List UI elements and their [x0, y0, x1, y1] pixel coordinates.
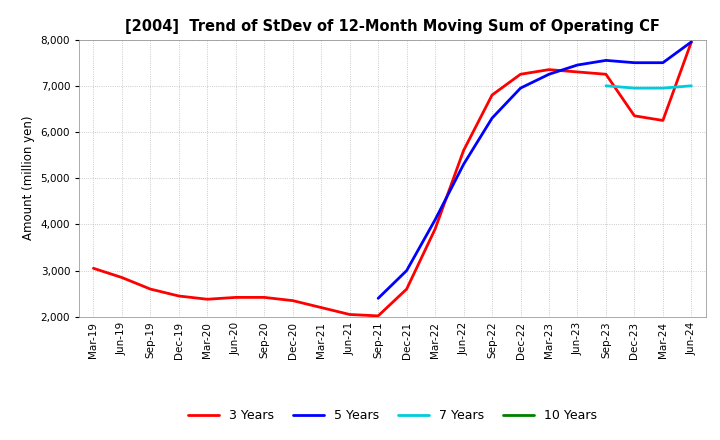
3 Years — [203, 297, 212, 302]
3 Years — [459, 148, 468, 153]
3 Years — [602, 72, 611, 77]
3 Years — [687, 39, 696, 44]
5 Years — [487, 115, 496, 121]
3 Years — [89, 266, 98, 271]
3 Years — [516, 72, 525, 77]
Line: 5 Years: 5 Years — [378, 42, 691, 298]
7 Years — [602, 83, 611, 88]
3 Years — [573, 69, 582, 74]
3 Years — [545, 67, 554, 72]
5 Years — [573, 62, 582, 68]
7 Years — [687, 83, 696, 88]
3 Years — [232, 295, 240, 300]
Legend: 3 Years, 5 Years, 7 Years, 10 Years: 3 Years, 5 Years, 7 Years, 10 Years — [183, 404, 602, 427]
3 Years — [260, 295, 269, 300]
3 Years — [487, 92, 496, 98]
3 Years — [317, 305, 325, 310]
Line: 7 Years: 7 Years — [606, 86, 691, 88]
5 Years — [602, 58, 611, 63]
Y-axis label: Amount (million yen): Amount (million yen) — [22, 116, 35, 240]
3 Years — [659, 118, 667, 123]
Line: 3 Years: 3 Years — [94, 42, 691, 316]
3 Years — [146, 286, 155, 292]
3 Years — [630, 113, 639, 118]
7 Years — [659, 85, 667, 91]
Title: [2004]  Trend of StDev of 12-Month Moving Sum of Operating CF: [2004] Trend of StDev of 12-Month Moving… — [125, 19, 660, 34]
3 Years — [174, 293, 183, 299]
5 Years — [687, 39, 696, 44]
3 Years — [117, 275, 126, 280]
7 Years — [630, 85, 639, 91]
5 Years — [630, 60, 639, 65]
3 Years — [374, 313, 382, 319]
5 Years — [545, 72, 554, 77]
5 Years — [659, 60, 667, 65]
5 Years — [402, 268, 411, 273]
5 Years — [459, 161, 468, 167]
3 Years — [431, 226, 439, 231]
3 Years — [346, 312, 354, 317]
3 Years — [402, 286, 411, 292]
3 Years — [289, 298, 297, 303]
5 Years — [374, 296, 382, 301]
5 Years — [431, 217, 439, 222]
5 Years — [516, 85, 525, 91]
